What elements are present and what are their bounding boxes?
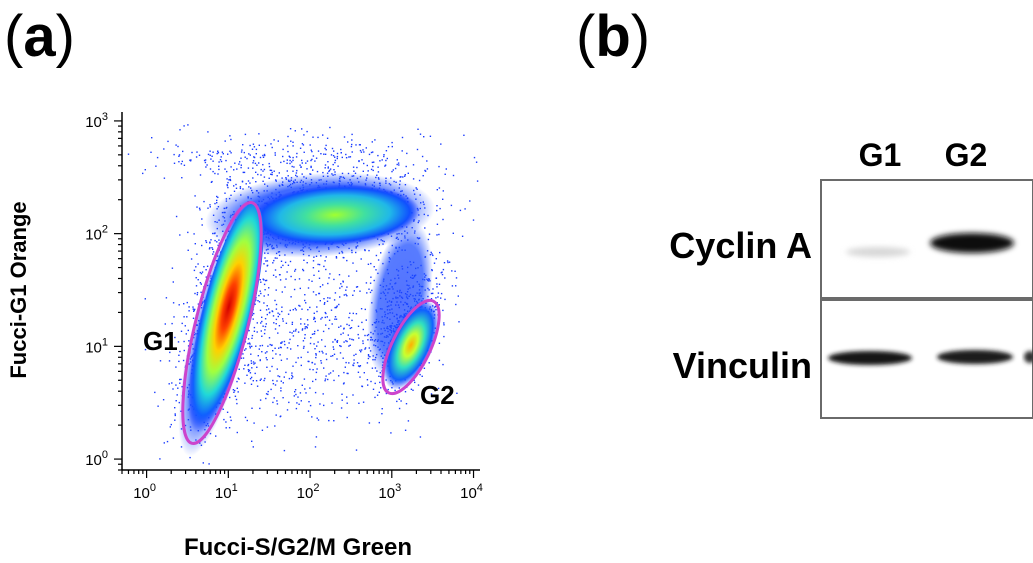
x-tick-label: 100 [133, 482, 156, 502]
lane-label-g2: G2 [945, 137, 988, 173]
band-cyclin-a-g1 [846, 247, 910, 257]
band-vinculin-g1 [828, 351, 912, 365]
y-tick-label: 100 [85, 449, 108, 469]
blot-box-vinculin [820, 299, 1033, 419]
flow-cytometry-plot: 100 101 102 103 104 100 101 102 103 G1 G2 Fucci-… [6, 111, 483, 561]
row-label-cyclin-a: Cyclin A [669, 225, 812, 266]
y-tick-label: 103 [85, 111, 108, 131]
band-vinculin-g2 [937, 350, 1013, 364]
axis-ticks [114, 120, 475, 478]
g1-gate [181, 201, 263, 445]
g2-gate [381, 298, 441, 396]
x-tick-label: 102 [297, 482, 320, 502]
y-axis-label: Fucci-G1 Orange [6, 201, 31, 378]
x-tick-label: 103 [378, 482, 401, 502]
y-tick-label: 101 [85, 336, 108, 356]
g1-gate-label: G1 [143, 326, 178, 356]
lane-label-g1: G1 [859, 137, 902, 173]
panel-a-label: (a) [4, 4, 75, 69]
row-label-vinculin: Vinculin [673, 345, 812, 386]
density-cloud [127, 124, 479, 465]
blot-box-cyclin-a [820, 179, 1033, 299]
y-tick-label: 102 [85, 224, 108, 244]
x-axis-label: Fucci-S/G2/M Green [184, 534, 412, 561]
x-tick-label: 101 [215, 482, 238, 502]
band-cyclin-a-g2 [930, 233, 1014, 253]
g2-gate-label: G2 [420, 380, 455, 410]
x-tick-label: 104 [460, 482, 483, 502]
panel-b-label: (b) [576, 4, 651, 69]
